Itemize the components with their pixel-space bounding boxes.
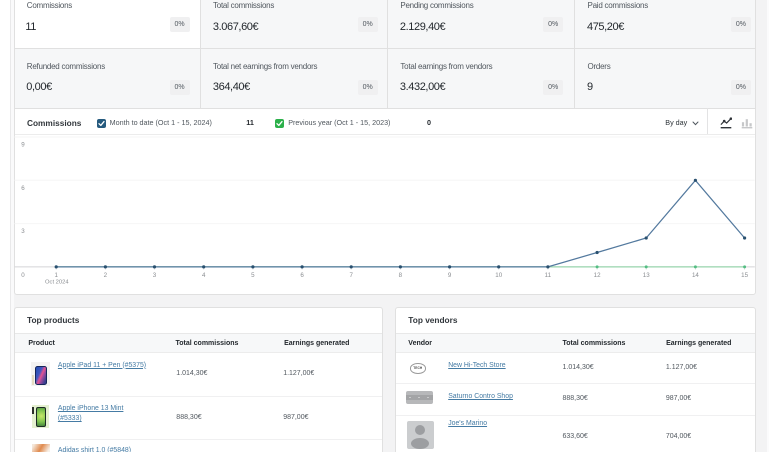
svg-text:3: 3 xyxy=(21,228,25,235)
svg-text:6: 6 xyxy=(21,185,25,192)
svg-text:10: 10 xyxy=(495,272,502,279)
svg-text:12: 12 xyxy=(594,272,601,279)
svg-text:0: 0 xyxy=(21,272,25,279)
svg-text:Oct 2024: Oct 2024 xyxy=(45,280,69,286)
svg-text:4: 4 xyxy=(202,272,206,279)
svg-text:1: 1 xyxy=(54,272,58,279)
svg-text:5: 5 xyxy=(251,272,255,279)
svg-text:6: 6 xyxy=(300,272,304,279)
svg-text:2: 2 xyxy=(104,272,108,279)
svg-text:9: 9 xyxy=(448,272,452,279)
svg-text:3: 3 xyxy=(153,272,157,279)
svg-text:14: 14 xyxy=(692,272,699,279)
svg-text:13: 13 xyxy=(643,272,650,279)
svg-text:15: 15 xyxy=(741,272,748,279)
svg-text:11: 11 xyxy=(545,272,552,279)
svg-text:8: 8 xyxy=(399,272,403,279)
svg-text:7: 7 xyxy=(349,272,353,279)
svg-text:9: 9 xyxy=(21,142,25,149)
